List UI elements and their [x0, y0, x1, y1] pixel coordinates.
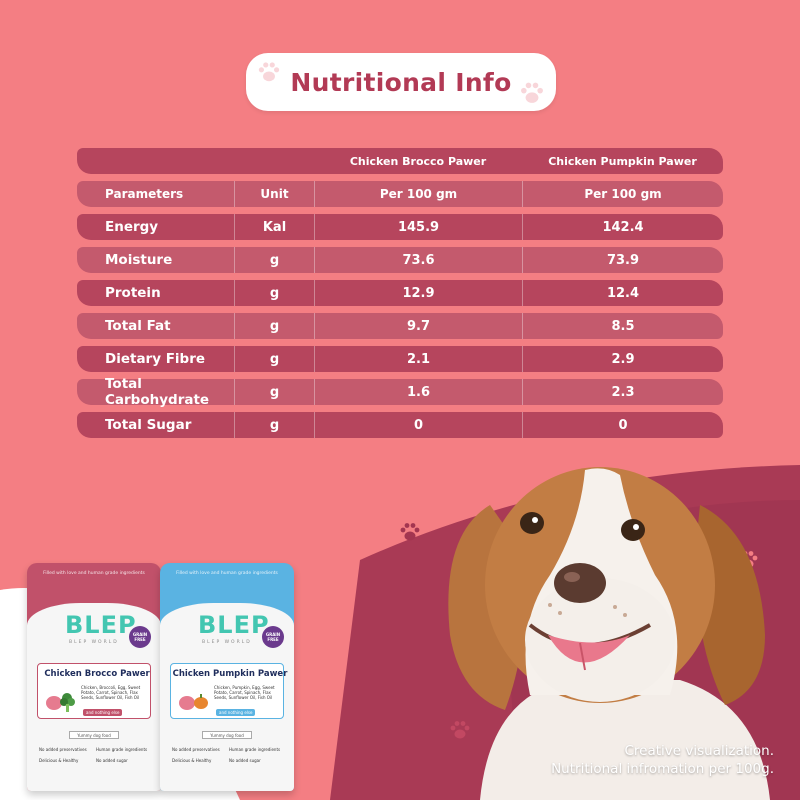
table-row: Protein g 12.9 12.4 — [77, 280, 723, 306]
column-header: Unit — [234, 181, 314, 207]
table-header-params: Parameters Unit Per 100 gm Per 100 gm — [77, 181, 723, 207]
feature-list: No added preservatives Human grade ingre… — [172, 747, 281, 763]
table-row: Total Sugar g 0 0 — [77, 412, 723, 438]
pumpkin-icon — [179, 694, 208, 710]
table-row: Total Carbohydrate g 1.6 2.3 — [77, 376, 723, 408]
product-pouch-pumpkin: Filled with love and human grade ingredi… — [160, 563, 294, 791]
broccoli-icon — [46, 693, 75, 712]
caption: Creative visualization. Nutritional infr… — [551, 743, 774, 777]
nutrition-table: Chicken Brocco Pawer Chicken Pumpkin Paw… — [77, 148, 723, 445]
dog-illustration — [448, 467, 770, 800]
grain-free-badge: GRAIN FREE — [129, 626, 151, 648]
product-name: Chicken Pumpkin Pawer — [172, 669, 288, 679]
table-row: Energy Kal 145.9 142.4 — [77, 214, 723, 240]
product-name-header: Chicken Brocco Pawer — [349, 154, 487, 168]
column-header: Per 100 gm — [314, 181, 522, 207]
paw-icon — [521, 82, 543, 103]
grain-free-badge: GRAIN FREE — [262, 626, 284, 648]
table-row: Total Fat g 9.7 8.5 — [77, 313, 723, 339]
table-row: Dietary Fibre g 2.1 2.9 — [77, 346, 723, 372]
title-banner: Nutritional Info — [246, 53, 556, 111]
paw-icon — [400, 523, 420, 541]
product-name: Chicken Brocco Pawer — [44, 669, 150, 679]
column-header: Per 100 gm — [522, 181, 723, 207]
product-pouch-brocco: Filled with love and human grade ingredi… — [27, 563, 161, 791]
paw-icon — [450, 721, 470, 739]
page-title: Nutritional Info — [290, 67, 512, 97]
feature-list: No added preservatives Human grade ingre… — [39, 747, 148, 763]
brand-logo: BLEP — [65, 611, 137, 639]
brand-logo: BLEP — [198, 611, 270, 639]
table-header-products: Chicken Brocco Pawer Chicken Pumpkin Paw… — [77, 148, 723, 174]
paw-icon — [258, 62, 280, 82]
product-name-header: Chicken Pumpkin Pawer — [548, 154, 697, 168]
column-header: Parameters — [105, 187, 184, 201]
table-row: Moisture g 73.6 73.9 — [77, 247, 723, 273]
